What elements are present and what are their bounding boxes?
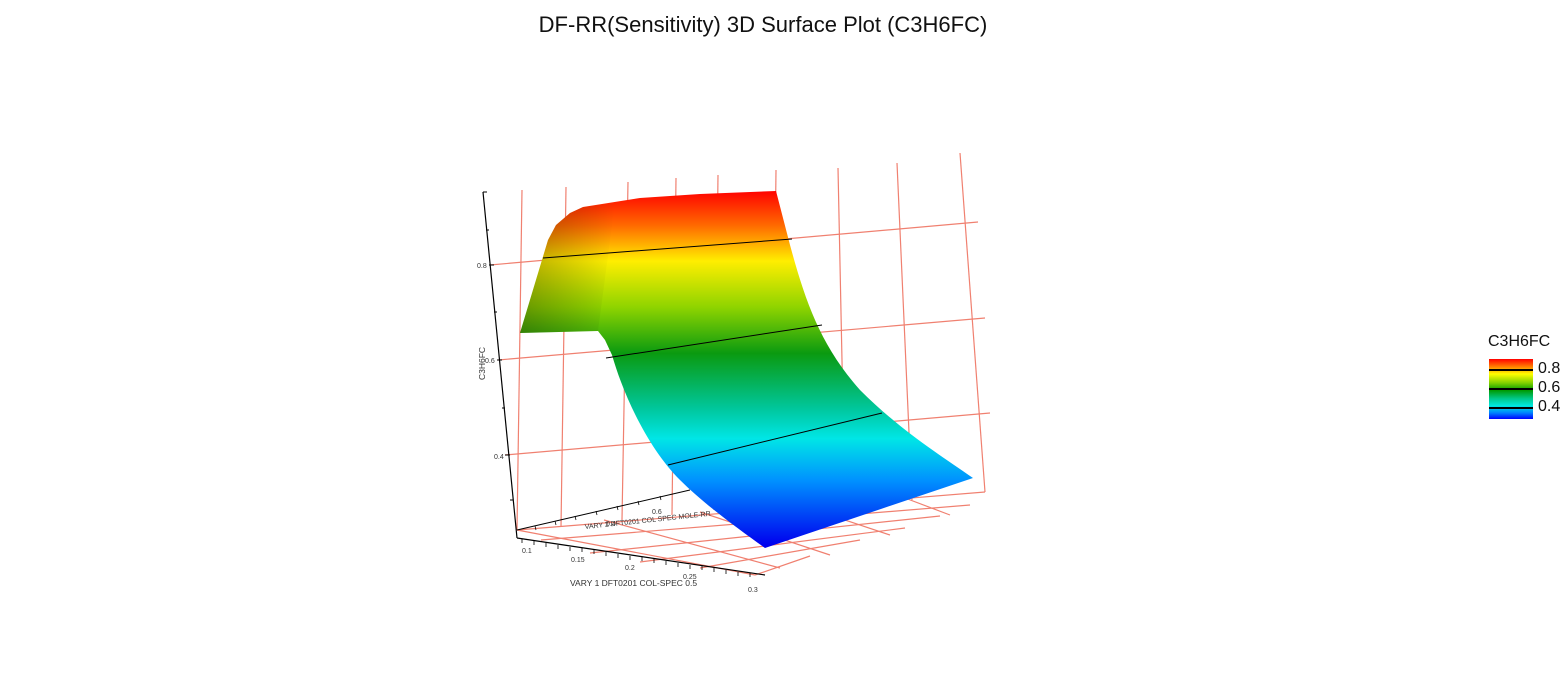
x-tick-label: 0.15 bbox=[571, 557, 585, 564]
surface-shade bbox=[520, 203, 615, 333]
surface bbox=[520, 191, 973, 548]
grid-line bbox=[959, 152, 986, 493]
grid-line bbox=[904, 497, 951, 516]
y-axis-tick bbox=[595, 510, 598, 516]
y-axis-tick bbox=[659, 495, 662, 501]
colorbar-legend: C3H6FC 0.8 0.6 0.4 bbox=[1488, 333, 1566, 419]
z-tick-label: 0.4 bbox=[494, 454, 504, 461]
surface-face bbox=[520, 191, 973, 548]
grid-line bbox=[754, 555, 811, 576]
colorbar-contour-line bbox=[1489, 407, 1533, 409]
y-tick-label: 0.4 bbox=[606, 521, 616, 528]
x-tick-label: 0.25 bbox=[683, 574, 697, 581]
x-axis-line bbox=[516, 537, 766, 576]
z-axis-label: C3H6FC bbox=[477, 347, 487, 380]
y-axis-tick bbox=[574, 515, 577, 521]
colorbar-contour-line bbox=[1489, 388, 1533, 390]
x-axis-label: VARY 1 DFT0201 COL-SPEC 0.5 bbox=[570, 578, 697, 588]
colorbar-tick-label: 0.6 bbox=[1538, 379, 1561, 396]
y-axis-tick bbox=[616, 505, 619, 511]
colorbar-contour-line bbox=[1489, 369, 1533, 371]
z-axis: 0.8 0.6 0.4 C3H6FC bbox=[477, 191, 518, 539]
x-tick-label: 0.3 bbox=[748, 587, 758, 594]
colorbar-tick-label: 0.8 bbox=[1538, 360, 1561, 377]
z-axis-line bbox=[482, 191, 518, 539]
grid-line bbox=[516, 189, 523, 531]
contour-line-0.6 bbox=[605, 324, 823, 359]
legend-title: C3H6FC bbox=[1488, 333, 1551, 350]
y-axis-line bbox=[516, 489, 691, 531]
y-axis-tick bbox=[534, 525, 537, 531]
colorbar-tick-label: 0.4 bbox=[1538, 398, 1561, 415]
y-tick-label: 0.6 bbox=[652, 509, 662, 516]
y-axis-tick bbox=[637, 500, 640, 506]
x-tick-label: 0.2 bbox=[625, 565, 635, 572]
chart-title: DF-RR(Sensitivity) 3D Surface Plot (C3H6… bbox=[538, 12, 988, 37]
y-axis: 0.4 0.6 VARY 2 DFT0201 COL SPEC MOLE-RR bbox=[516, 489, 711, 531]
x-axis: 0.1 0.15 0.2 0.25 0.3 VARY 1 DFT0201 COL… bbox=[516, 537, 766, 594]
grid-line bbox=[699, 539, 861, 569]
grid-line bbox=[603, 519, 781, 569]
x-tick-label: 0.1 bbox=[522, 548, 532, 555]
contour-line-0.8 bbox=[542, 238, 793, 259]
y-axis-tick bbox=[554, 520, 557, 526]
z-tick-label: 0.6 bbox=[485, 358, 495, 365]
z-tick-label: 0.8 bbox=[477, 263, 487, 270]
contour-line-0.4 bbox=[667, 412, 883, 466]
